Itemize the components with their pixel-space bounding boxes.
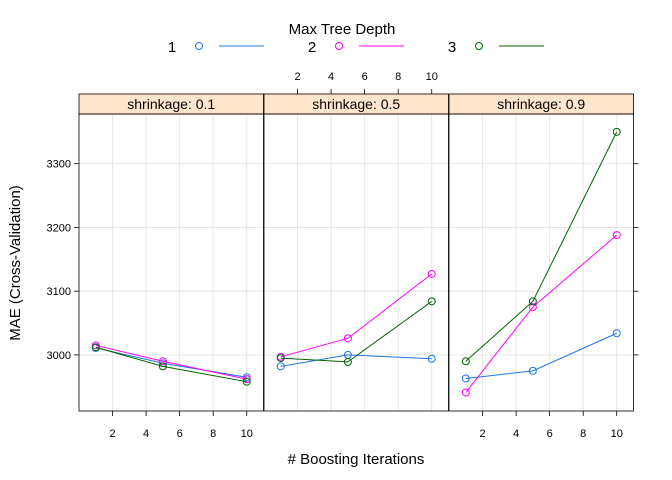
legend-label-2: 2: [308, 39, 316, 56]
data-point-3: [528, 297, 537, 306]
series-line-3: [95, 346, 247, 383]
data-point-2: [427, 269, 436, 278]
y-tick-label: 3000: [47, 350, 71, 362]
x-tick-label: 6: [547, 428, 553, 440]
data-point-3: [427, 297, 436, 306]
data-point-3: [158, 362, 167, 371]
panel-3: shrinkage: 0.9: [448, 93, 634, 412]
panel-border: [263, 113, 449, 412]
y-tick-label: 3100: [47, 286, 71, 298]
x-tick-label: 10: [611, 428, 623, 440]
y-tick-label: 3300: [47, 159, 71, 171]
data-point-3: [276, 354, 285, 363]
data-point-3: [242, 377, 251, 386]
panel-border: [78, 113, 264, 412]
legend-marker-2: [335, 42, 343, 50]
data-point-3: [343, 357, 352, 366]
panel-border: [448, 113, 634, 412]
legend-marker-3: [475, 42, 483, 50]
axes: 2 4 6 8 10 2 4 6 8 10 2 4 6 8 10 3000 3100 3200 3300: [47, 71, 639, 440]
x-tick-label: 6: [177, 428, 183, 440]
panel-2: shrinkage: 0.5: [263, 93, 449, 412]
data-point-2: [461, 388, 470, 397]
x-tick-label: 2: [294, 71, 300, 83]
x-tick-label: 8: [210, 428, 216, 440]
series-line-2: [280, 273, 433, 358]
panel-1: shrinkage: 0.1: [78, 93, 264, 412]
legend-title: Max Tree Depth: [289, 21, 396, 38]
series-line-1: [280, 354, 432, 367]
data-point-1: [461, 374, 470, 383]
y-tick-label: 3200: [47, 222, 71, 234]
y-axis-label: MAE (Cross-Validation): [7, 185, 24, 341]
legend-entries: 1 2 3: [168, 39, 544, 56]
data-point-2: [242, 375, 251, 384]
legend: Max Tree Depth 1 2 3: [168, 21, 544, 56]
series-line-3: [465, 131, 618, 362]
series-line-2: [95, 344, 247, 380]
x-tick-label: 8: [395, 71, 401, 83]
data-point-2: [158, 357, 167, 366]
x-tick-label: 4: [513, 428, 519, 440]
legend-label-3: 3: [448, 39, 456, 56]
data-point-3: [612, 127, 621, 136]
data-point-1: [528, 366, 537, 375]
x-tick-label: 8: [580, 428, 586, 440]
x-tick-label: 2: [109, 428, 115, 440]
x-tick-label: 6: [362, 71, 368, 83]
x-tick-label: 10: [426, 71, 438, 83]
data-point-2: [612, 231, 621, 240]
legend-marker-1: [195, 42, 203, 50]
data-point-3: [91, 343, 100, 352]
x-axis-label: # Boosting Iterations: [288, 451, 425, 468]
data-point-2: [528, 303, 537, 312]
data-point-1: [276, 362, 285, 371]
x-tick-label: 4: [143, 428, 149, 440]
strip-label: shrinkage: 0.5: [312, 96, 400, 112]
x-tick-label: 2: [479, 428, 485, 440]
data-point-1: [612, 329, 621, 338]
panels: shrinkage: 0.1 shrinkage: 0.5 shrinkage: 0…: [78, 93, 634, 412]
data-point-2: [343, 334, 352, 343]
series-line-3: [280, 300, 433, 363]
x-tick-label: 10: [241, 428, 253, 440]
series-line-1: [465, 332, 617, 379]
data-point-1: [427, 354, 436, 363]
strip-label: shrinkage: 0.9: [497, 96, 585, 112]
x-tick-label: 4: [328, 71, 334, 83]
series-line-2: [465, 234, 618, 393]
data-point-3: [461, 357, 470, 366]
strip-label: shrinkage: 0.1: [127, 96, 215, 112]
legend-label-1: 1: [168, 39, 176, 56]
